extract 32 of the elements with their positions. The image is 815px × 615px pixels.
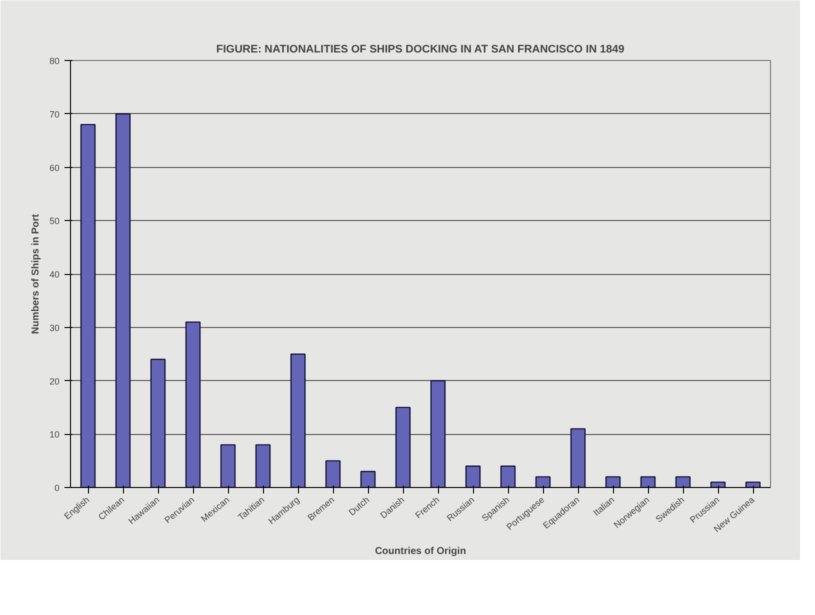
bar [640, 476, 656, 488]
bar [395, 406, 411, 488]
bar [675, 476, 691, 488]
bar [570, 428, 586, 488]
y-tick-label: 20 [49, 376, 60, 386]
y-tick-label: 40 [49, 270, 60, 280]
bar [360, 470, 376, 488]
bar [290, 353, 306, 488]
bar [430, 380, 446, 488]
y-tick-label: 60 [49, 162, 60, 173]
y-tick-label: 0 [54, 483, 60, 493]
y-tick-label: 80 [49, 56, 60, 66]
bar [535, 476, 551, 488]
bar [220, 444, 236, 488]
bar [185, 321, 201, 488]
y-tick-label: 10 [49, 430, 60, 440]
y-tick-label: 50 [49, 216, 60, 226]
bar [745, 482, 761, 488]
y-tick-label: 70 [49, 109, 60, 120]
y-tick-label: 30 [49, 322, 60, 333]
bar [115, 113, 131, 488]
y-axis-title: Numbers of Ships in Port [30, 213, 42, 334]
bar [325, 460, 341, 488]
chart-title: FIGURE: NATIONALITIES OF SHIPS DOCKING IN AT SAN FRANCISCO IN 1849 [216, 44, 624, 56]
bar [710, 482, 726, 488]
bar [255, 444, 271, 488]
bar [80, 124, 96, 488]
bar [500, 466, 516, 488]
bar [465, 466, 481, 488]
x-axis-title: Countries of Origin [374, 546, 466, 558]
bar [150, 358, 166, 488]
bar [605, 476, 621, 488]
